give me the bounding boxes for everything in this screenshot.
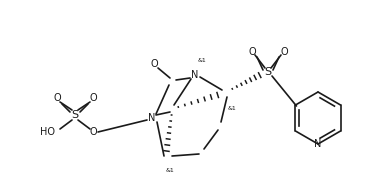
Text: O: O: [248, 47, 256, 57]
Text: O: O: [89, 127, 97, 137]
Text: O: O: [280, 47, 288, 57]
Text: N: N: [148, 113, 156, 123]
Text: N: N: [191, 70, 199, 80]
Text: &1: &1: [198, 58, 207, 64]
Text: S: S: [71, 110, 79, 120]
Text: O: O: [150, 59, 158, 69]
Text: O: O: [53, 93, 61, 103]
Text: HO: HO: [40, 127, 55, 137]
Text: O: O: [89, 93, 97, 103]
Text: N: N: [314, 139, 322, 149]
Text: &1: &1: [228, 106, 237, 110]
Text: S: S: [265, 67, 271, 77]
Text: &1: &1: [166, 169, 174, 173]
